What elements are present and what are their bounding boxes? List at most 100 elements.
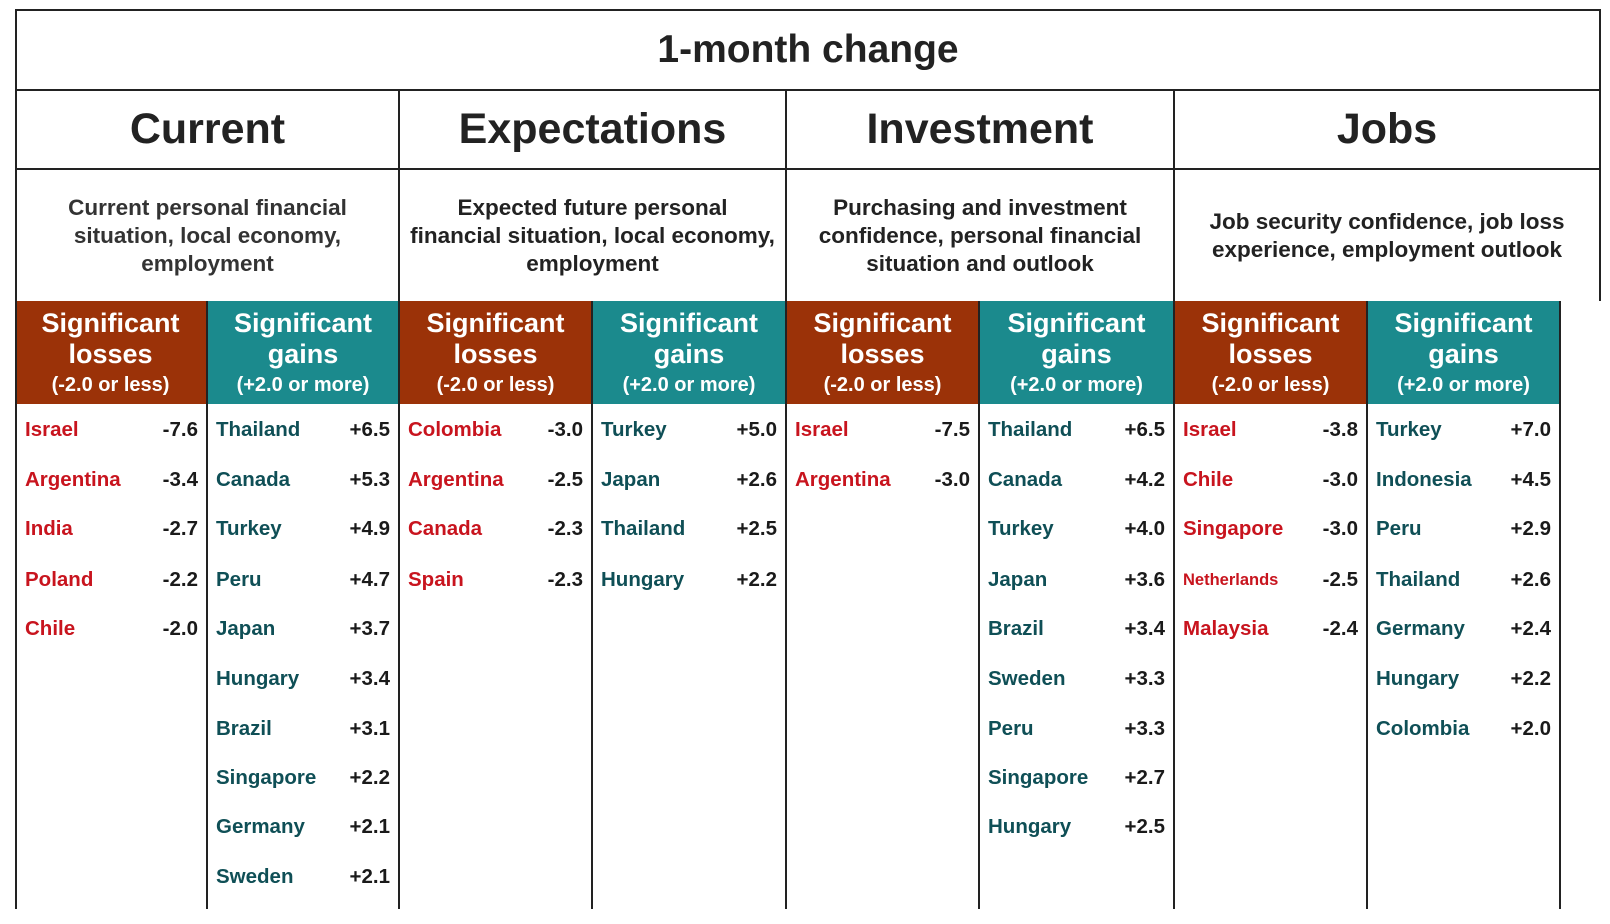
change-value: +4.7 [349,568,390,591]
divider [398,301,400,909]
losses-list-jobs: Israel -3.8 Chile -3.0 Singapore -3.0 Netherla… [1175,404,1366,909]
losses-header-line1: Significant [426,307,565,338]
change-value: -3.8 [1322,418,1358,441]
list-item: Canada +5.3 [208,468,398,494]
gains-list-current: Thailand +6.5 Canada +5.3 Turkey +4.9 Peru +4.7… [208,404,398,909]
list-item: Thailand +6.5 [208,418,398,444]
list-item: Japan +3.6 [980,568,1173,594]
divider [978,301,980,909]
change-value: +2.6 [736,468,777,491]
list-item: Poland -2.2 [17,568,206,594]
list-item: Singapore -3.0 [1175,517,1366,543]
change-value: -2.5 [1322,568,1358,591]
change-value: -3.0 [934,468,970,491]
change-value: +3.4 [349,667,390,690]
country-name: Peru [216,568,262,591]
country-name: Israel [1183,418,1237,441]
country-name: Brazil [988,617,1044,640]
losses-header-line2: losses [453,338,538,369]
section-title-jobs: Jobs [1336,105,1438,153]
divider [1173,301,1175,909]
list-item: Singapore +2.7 [980,766,1173,792]
change-value: +2.7 [1124,766,1165,789]
country-name: Canada [988,468,1063,491]
list-item: Spain -2.3 [400,568,591,594]
losses-list-current: Israel -7.6 Argentina -3.4 India -2.7 Poland -2… [17,404,206,909]
list-item: Chile -2.0 [17,617,206,643]
country-name: Colombia [1376,717,1470,740]
list-item: Turkey +5.0 [593,418,785,444]
change-value: +2.2 [349,766,390,789]
gains-header-line1: Significant [619,307,758,338]
country-name: Argentina [795,468,891,491]
country-name: Thailand [601,517,686,540]
country-name: Chile [1183,468,1234,491]
change-value: +3.6 [1124,568,1165,591]
country-name: Chile [25,617,76,640]
gains-header-threshold: (+2.0 or more) [622,373,756,396]
losses-header-expectations: Significant losses (-2.0 or less) [400,301,591,404]
losses-list-expectations: Colombia -3.0 Argentina -2.5 Canada -2.3 Spain… [400,404,591,909]
list-item: Canada +4.2 [980,468,1173,494]
list-item: Malaysia -2.4 [1175,617,1366,643]
country-name: Poland [25,568,94,591]
section-description-jobs: Job security confidence, job loss experi… [1209,208,1565,262]
country-name: Canada [408,517,483,540]
change-value: -2.3 [547,568,583,591]
divider [785,301,787,909]
gains-header-line2: gains [1428,338,1499,369]
gains-header-expectations: Significant gains (+2.0 or more) [593,301,785,404]
country-name: Canada [216,468,291,491]
change-value: +2.5 [736,517,777,540]
change-value: +2.6 [1510,568,1551,591]
divider [1366,301,1368,909]
country-name: Peru [988,717,1034,740]
list-item: Israel -7.5 [787,418,978,444]
change-value: +4.9 [349,517,390,540]
country-name: Netherlands [1183,571,1279,589]
gains-header-line2: gains [653,338,725,369]
country-name: Hungary [216,667,300,690]
country-name: Japan [988,568,1048,591]
country-name: Israel [25,418,79,441]
section-description-expectations: Expected future personal financial situa… [410,194,775,276]
country-name: Colombia [408,418,502,441]
section-title-current: Current [129,105,286,153]
gains-header-line2: gains [267,338,339,369]
change-value: -2.5 [547,468,583,491]
change-value: +3.3 [1124,667,1165,690]
losses-header-current: Significant losses (-2.0 or less) [15,301,206,404]
section-description-current: Current personal financial situation, lo… [68,194,347,276]
table-title: 1-month change [657,28,959,71]
list-item: Hungary +2.2 [1368,667,1559,693]
list-item: Indonesia +4.5 [1368,468,1559,494]
losses-header-threshold: (-2.0 or less) [436,373,555,396]
list-item: Germany +2.4 [1368,617,1559,643]
gains-header-threshold: (+2.0 or more) [1397,373,1530,396]
change-value: +5.0 [736,418,777,441]
country-name: Hungary [1376,667,1460,690]
list-item: Brazil +3.4 [980,617,1173,643]
change-value: +2.2 [736,568,777,591]
change-value: +3.3 [1124,717,1165,740]
losses-header-threshold: (-2.0 or less) [51,373,170,396]
gains-header-threshold: (+2.0 or more) [1010,373,1143,396]
change-value: +2.4 [1510,617,1551,640]
change-value: +6.5 [1124,418,1165,441]
losses-header-line2: losses [1228,338,1313,369]
country-name: Hungary [988,815,1072,838]
losses-header-line1: Significant [813,307,952,338]
change-value: -2.4 [1322,617,1358,640]
divider [206,301,208,909]
change-value: -3.0 [1322,468,1358,491]
list-item: Israel -7.6 [17,418,206,444]
country-name: Turkey [988,517,1054,540]
divider [15,301,17,909]
losses-header-line2: losses [840,338,925,369]
change-value: +3.4 [1124,617,1165,640]
country-name: Japan [601,468,661,491]
change-value: +2.9 [1510,517,1551,540]
country-name: Germany [216,815,305,838]
divider [1559,301,1561,909]
divider [591,301,593,909]
